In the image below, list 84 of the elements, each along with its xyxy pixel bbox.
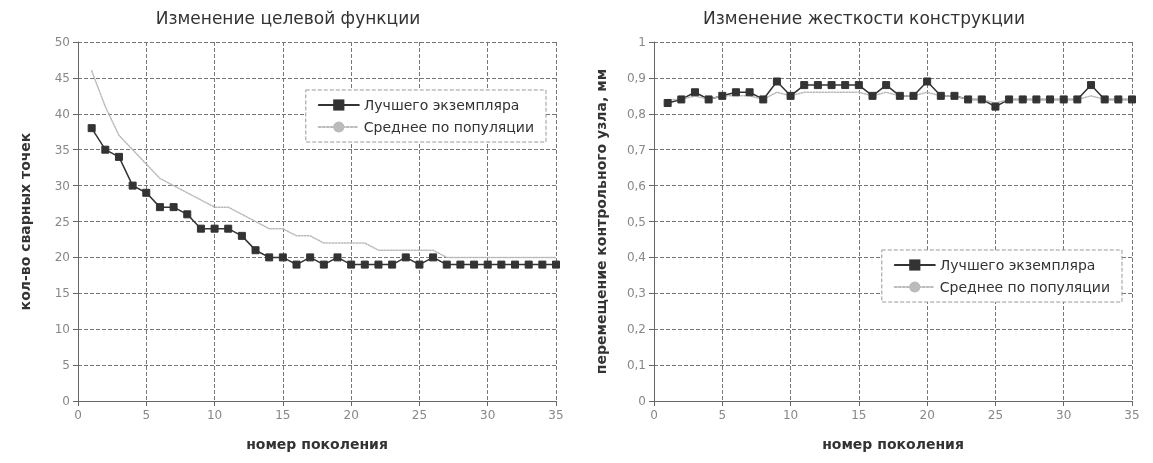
- legend-label: Лучшего экземпляра: [939, 257, 1096, 273]
- point: [183, 210, 192, 219]
- point: [360, 260, 369, 269]
- point: [456, 260, 465, 269]
- x-tick-label: 15: [851, 408, 867, 422]
- point: [497, 260, 506, 269]
- x-tick-label: 15: [275, 408, 291, 422]
- y-tick-label: 10: [54, 322, 70, 337]
- y-tick-label: 0,8: [626, 106, 646, 121]
- point: [333, 253, 342, 262]
- point: [251, 246, 260, 255]
- y-tick-label: 0,7: [626, 142, 646, 157]
- x-tick-label: 10: [206, 408, 223, 422]
- x-tick-label: 20: [919, 408, 935, 422]
- line-series: [90, 69, 557, 259]
- y-tick-label: 0,6: [626, 178, 646, 193]
- y-tick-label: 0,3: [626, 286, 646, 301]
- y-axis-title: кол-во сварных точек: [17, 132, 33, 311]
- point: [429, 253, 438, 262]
- point: [101, 145, 110, 154]
- y-tick-label: 0: [638, 394, 646, 408]
- point: [401, 253, 410, 262]
- point: [442, 260, 451, 269]
- point: [87, 124, 96, 133]
- x-tick-label: 25: [411, 408, 428, 422]
- y-axis-title: перемещение контрольного узла, мм: [593, 68, 609, 375]
- point: [142, 188, 151, 197]
- x-axis-title: номер поколения: [246, 436, 388, 452]
- y-tick-label: 0,9: [626, 70, 646, 85]
- x-tick-label: 10: [782, 408, 799, 422]
- x-tick-label: 5: [718, 408, 727, 422]
- y-tick-label: 50: [54, 35, 70, 49]
- y-tick-label: 0,4: [626, 250, 646, 265]
- y-tick-label: 40: [54, 106, 70, 121]
- y-tick-label: 20: [54, 250, 70, 265]
- chart-title: Изменение жесткости конструкции: [703, 7, 1025, 28]
- y-tick-label: 35: [54, 142, 70, 157]
- point: [114, 152, 123, 161]
- point: [292, 260, 301, 269]
- point: [524, 260, 533, 269]
- point: [483, 260, 492, 269]
- y-tick-label: 30: [54, 178, 70, 193]
- y-tick-label: 5: [62, 358, 70, 373]
- x-axis-title: номер поколения: [822, 436, 964, 452]
- point: [374, 260, 383, 269]
- point: [415, 260, 424, 269]
- chart-title: Изменение целевой функции: [155, 7, 421, 28]
- legend-label: Среднее по популяции: [363, 119, 535, 135]
- x-tick-label: 5: [142, 408, 151, 422]
- point: [196, 224, 205, 233]
- y-tick-label: 15: [54, 286, 70, 301]
- point: [237, 231, 246, 240]
- x-tick-label: 35: [1124, 408, 1140, 422]
- y-tick-label: 0: [62, 394, 70, 408]
- point: [388, 260, 397, 269]
- point: [347, 260, 356, 269]
- legend-label: Лучшего экземпляра: [363, 97, 520, 113]
- point: [552, 260, 560, 269]
- point: [306, 253, 315, 262]
- point: [470, 260, 479, 269]
- point: [155, 203, 164, 212]
- point: [278, 253, 287, 262]
- x-tick-label: 25: [987, 408, 1004, 422]
- point: [128, 181, 137, 190]
- x-tick-label: 20: [343, 408, 359, 422]
- point: [511, 260, 520, 269]
- x-tick-label: 0: [74, 408, 82, 422]
- y-tick-label: 0,2: [626, 322, 646, 337]
- point: [169, 203, 178, 212]
- point: [319, 260, 328, 269]
- y-tick-label: 45: [54, 70, 70, 85]
- y-tick-label: 0,1: [626, 358, 646, 373]
- y-tick-label: 0,5: [626, 214, 646, 229]
- x-tick-label: 0: [650, 408, 658, 422]
- y-tick-label: 1: [638, 35, 646, 49]
- x-tick-label: 35: [548, 408, 564, 422]
- y-tick-label: 25: [54, 214, 70, 229]
- x-tick-label: 30: [1056, 408, 1072, 422]
- legend-label: Среднее по популяции: [939, 279, 1111, 295]
- point: [265, 253, 274, 262]
- point: [210, 224, 219, 233]
- x-tick-label: 30: [480, 408, 496, 422]
- point: [538, 260, 547, 269]
- point: [224, 224, 233, 233]
